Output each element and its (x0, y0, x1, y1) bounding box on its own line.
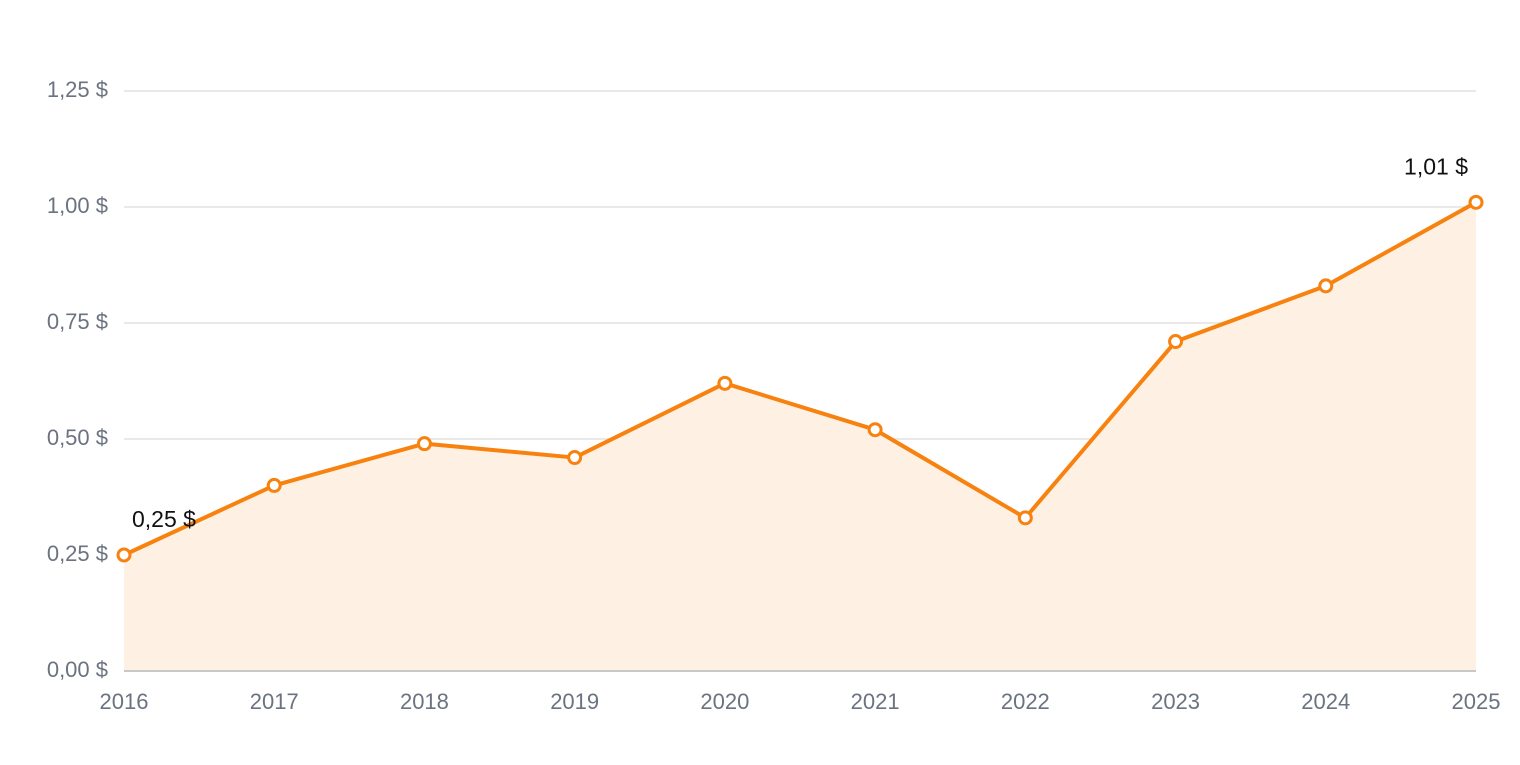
y-tick-label: 1,00 $ (47, 193, 108, 218)
x-tick-label: 2021 (851, 689, 900, 714)
point (867, 422, 883, 438)
point (717, 375, 733, 391)
x-tick-label: 2016 (100, 689, 149, 714)
line (123, 200, 1477, 557)
point (1168, 334, 1184, 350)
x-tick-label: 2022 (1001, 689, 1050, 714)
y-tick-label: 0,75 $ (47, 309, 108, 334)
x-tick-label: 2017 (250, 689, 299, 714)
point (1017, 510, 1033, 526)
point (416, 436, 432, 452)
point (1318, 278, 1334, 294)
value-label: 1,01 $ (1404, 153, 1468, 179)
y-tick-label: 0,00 $ (47, 657, 108, 682)
point (116, 547, 132, 563)
x-tick-label: 2024 (1301, 689, 1350, 714)
y-tick-label: 1,25 $ (47, 77, 108, 102)
y-tick-label: 0,25 $ (47, 541, 108, 566)
x-tick-label: 2019 (550, 689, 599, 714)
x-tick-label: 2018 (400, 689, 449, 714)
x-tick-label: 2020 (700, 689, 749, 714)
area (124, 202, 1476, 672)
point (1468, 194, 1484, 210)
x-tick-label: 2025 (1452, 689, 1501, 714)
point (567, 450, 583, 466)
value-label: 0,25 $ (132, 506, 196, 532)
x-tick-label: 2023 (1151, 689, 1200, 714)
point (266, 477, 282, 493)
y-tick-label: 0,50 $ (47, 425, 108, 450)
